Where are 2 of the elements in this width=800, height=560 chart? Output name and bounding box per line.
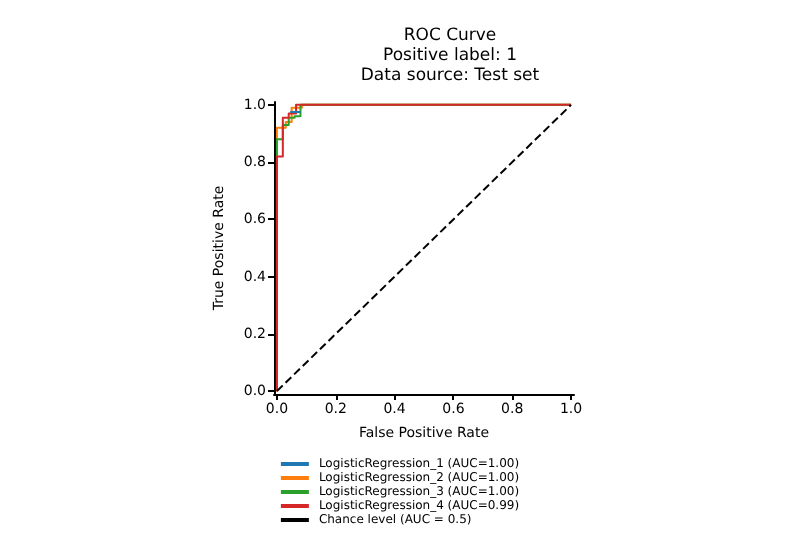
chart-title: ROC Curve (403, 26, 497, 46)
chart-subtitle: Positive label: 1 Data source: Test set (360, 46, 541, 86)
